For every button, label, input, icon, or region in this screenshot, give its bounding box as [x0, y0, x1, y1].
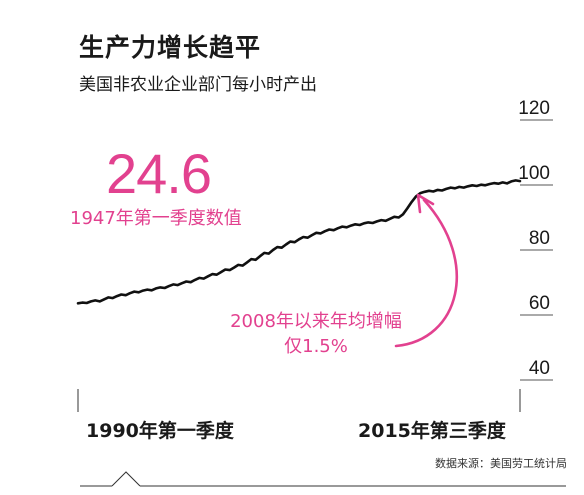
y-tick-label-120: 120 — [518, 98, 550, 119]
y-tick-label-60: 60 — [529, 293, 550, 314]
gridlines — [520, 119, 553, 381]
y-tick-label-40: 40 — [529, 358, 550, 379]
callout-value: 24.6 — [106, 142, 212, 205]
annotation-line-2: 仅1.5% — [284, 336, 348, 357]
footer-notch — [111, 471, 141, 487]
chart-subtitle: 美国非农业企业部门每小时产出 — [79, 75, 317, 95]
productivity-series-line — [76, 179, 522, 305]
x-axis-end-label: 2015年第三季度 — [358, 420, 506, 442]
annotation-arrowhead — [416, 193, 435, 214]
callout-caption: 1947年第一季度数值 — [70, 208, 242, 229]
annotation-line-1: 2008年以来年均增幅 — [230, 311, 402, 332]
y-tick-label-100: 100 — [518, 163, 550, 184]
y-tick-label-80: 80 — [529, 228, 550, 249]
chart-title: 生产力增长趋平 — [79, 33, 262, 62]
y-tick-labels: 40 60 80 100 120 — [518, 98, 550, 379]
x-axis-start-label: 1990年第一季度 — [86, 420, 234, 442]
annotation-arrow — [394, 198, 458, 348]
data-source: 数据来源：美国劳工统计局 — [435, 457, 567, 470]
